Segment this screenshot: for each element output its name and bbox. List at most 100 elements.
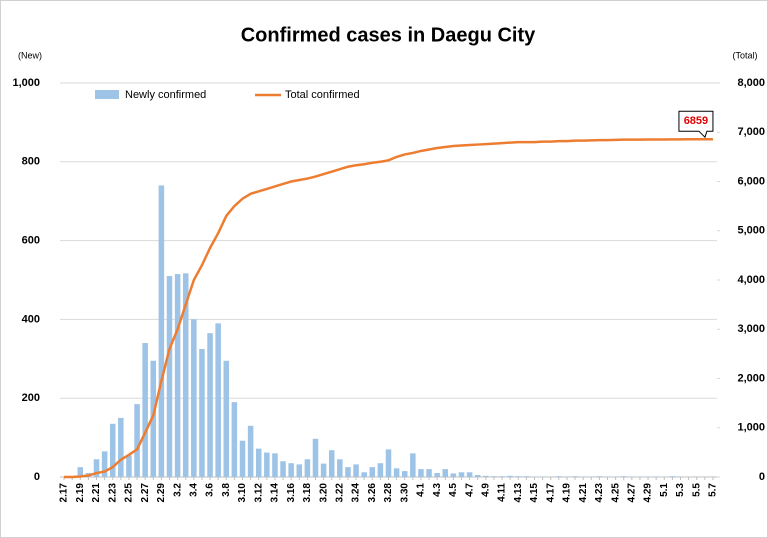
bar	[523, 476, 530, 477]
x-tick-label: 2.21	[91, 483, 102, 503]
y-tick-label: 1,000	[12, 77, 40, 89]
x-tick-label: 3.22	[334, 483, 345, 503]
bar	[296, 464, 303, 477]
bar	[77, 467, 84, 477]
x-tick-label: 3.6	[205, 483, 216, 497]
x-tick-label: 4.21	[578, 483, 589, 503]
bar	[369, 467, 376, 477]
y2-tick-label: 5,000	[737, 225, 765, 237]
bar	[572, 476, 578, 477]
x-tick-label: 5.5	[691, 483, 702, 497]
x-tick-label: 4.11	[497, 483, 508, 502]
y2-tick-label: 7,000	[737, 126, 765, 138]
bar	[466, 472, 473, 477]
y2-tick-label: 1,000	[737, 422, 765, 434]
bar	[320, 463, 327, 477]
bar	[410, 453, 416, 477]
x-tick-label: 3.4	[188, 483, 199, 497]
x-tick-label: 4.27	[626, 483, 637, 503]
x-tick-label: 2.17	[59, 483, 70, 503]
x-tick-label: 3.30	[399, 483, 410, 503]
x-tick-label: 4.5	[448, 483, 459, 497]
x-tick-label: 3.8	[221, 483, 232, 497]
x-tick-label: 3.14	[270, 483, 281, 503]
x-tick-label: 4.17	[545, 483, 556, 503]
x-tick-label: 5.1	[659, 483, 670, 497]
line	[64, 137, 713, 479]
bar	[669, 476, 676, 477]
y-tick-label: 600	[22, 235, 40, 247]
y-tick-label: 800	[22, 156, 40, 168]
bar	[118, 417, 124, 477]
x-tick-label: 2.29	[156, 483, 167, 503]
x-tick-label: 3.10	[237, 483, 248, 503]
data-label-box	[678, 110, 714, 139]
bar	[507, 475, 513, 477]
bar	[199, 348, 205, 477]
bar	[280, 461, 286, 477]
x-tick-label: 4.15	[529, 483, 540, 503]
bar	[101, 451, 108, 477]
x-tick-label: 2.27	[140, 483, 151, 503]
data-label: 6859	[684, 115, 708, 127]
x-tick-label: 2.25	[124, 483, 135, 503]
x-tick-label: 2.23	[107, 483, 118, 503]
bar	[401, 471, 408, 477]
x-tick-label: 2.19	[75, 483, 86, 503]
bar	[337, 459, 343, 477]
bar	[434, 473, 440, 477]
x-tick-label: 3.24	[351, 483, 362, 503]
x-tick-label: 3.28	[383, 483, 394, 503]
bar	[377, 463, 384, 477]
y-tick-label: 0	[34, 471, 40, 483]
chart-title: Confirmed cases in Daegu City	[241, 24, 536, 46]
y2-tick-label: 8,000	[737, 77, 765, 89]
legend-swatch	[95, 90, 119, 99]
bar	[620, 476, 627, 477]
bar	[255, 448, 262, 477]
x-tick-label: 3.20	[318, 483, 329, 503]
y-tick-label: 200	[22, 392, 40, 404]
y2-axis-label: (Total)	[732, 50, 757, 60]
bar	[328, 450, 335, 477]
y2-tick-label: 6,000	[737, 175, 765, 187]
legend-label: Newly confirmed	[125, 89, 206, 101]
bar	[166, 276, 173, 477]
y2-tick-label: 0	[759, 471, 765, 483]
bar	[174, 274, 181, 477]
bar	[231, 402, 238, 477]
bar	[191, 319, 197, 477]
x-tick-label: 3.12	[253, 483, 264, 503]
bar	[345, 467, 351, 477]
bar	[474, 475, 481, 477]
x-tick-label: 3.18	[302, 483, 313, 503]
x-tick-label: 3.16	[286, 483, 297, 503]
bar	[353, 464, 359, 477]
x-tick-label: 4.7	[464, 483, 475, 497]
bar	[361, 472, 367, 477]
x-tick-label: 4.1	[416, 483, 427, 497]
bar	[596, 476, 603, 477]
bar	[158, 185, 165, 477]
bar	[450, 473, 457, 477]
bar	[393, 468, 400, 477]
bar	[556, 476, 562, 477]
bar	[109, 423, 116, 477]
bar	[134, 404, 140, 477]
bar	[418, 469, 424, 477]
bar	[288, 463, 294, 477]
x-tick-label: 4.19	[562, 483, 573, 503]
x-tick-label: 5.3	[675, 483, 686, 497]
bar	[150, 360, 157, 477]
bar	[499, 476, 505, 477]
bar	[491, 476, 497, 477]
bar	[239, 440, 246, 477]
x-tick-label: 4.25	[610, 483, 621, 503]
bar	[264, 452, 270, 477]
bar	[483, 475, 489, 477]
legend-label: Total confirmed	[285, 89, 360, 101]
x-tick-label: 3.26	[367, 483, 378, 503]
bar	[182, 273, 189, 477]
